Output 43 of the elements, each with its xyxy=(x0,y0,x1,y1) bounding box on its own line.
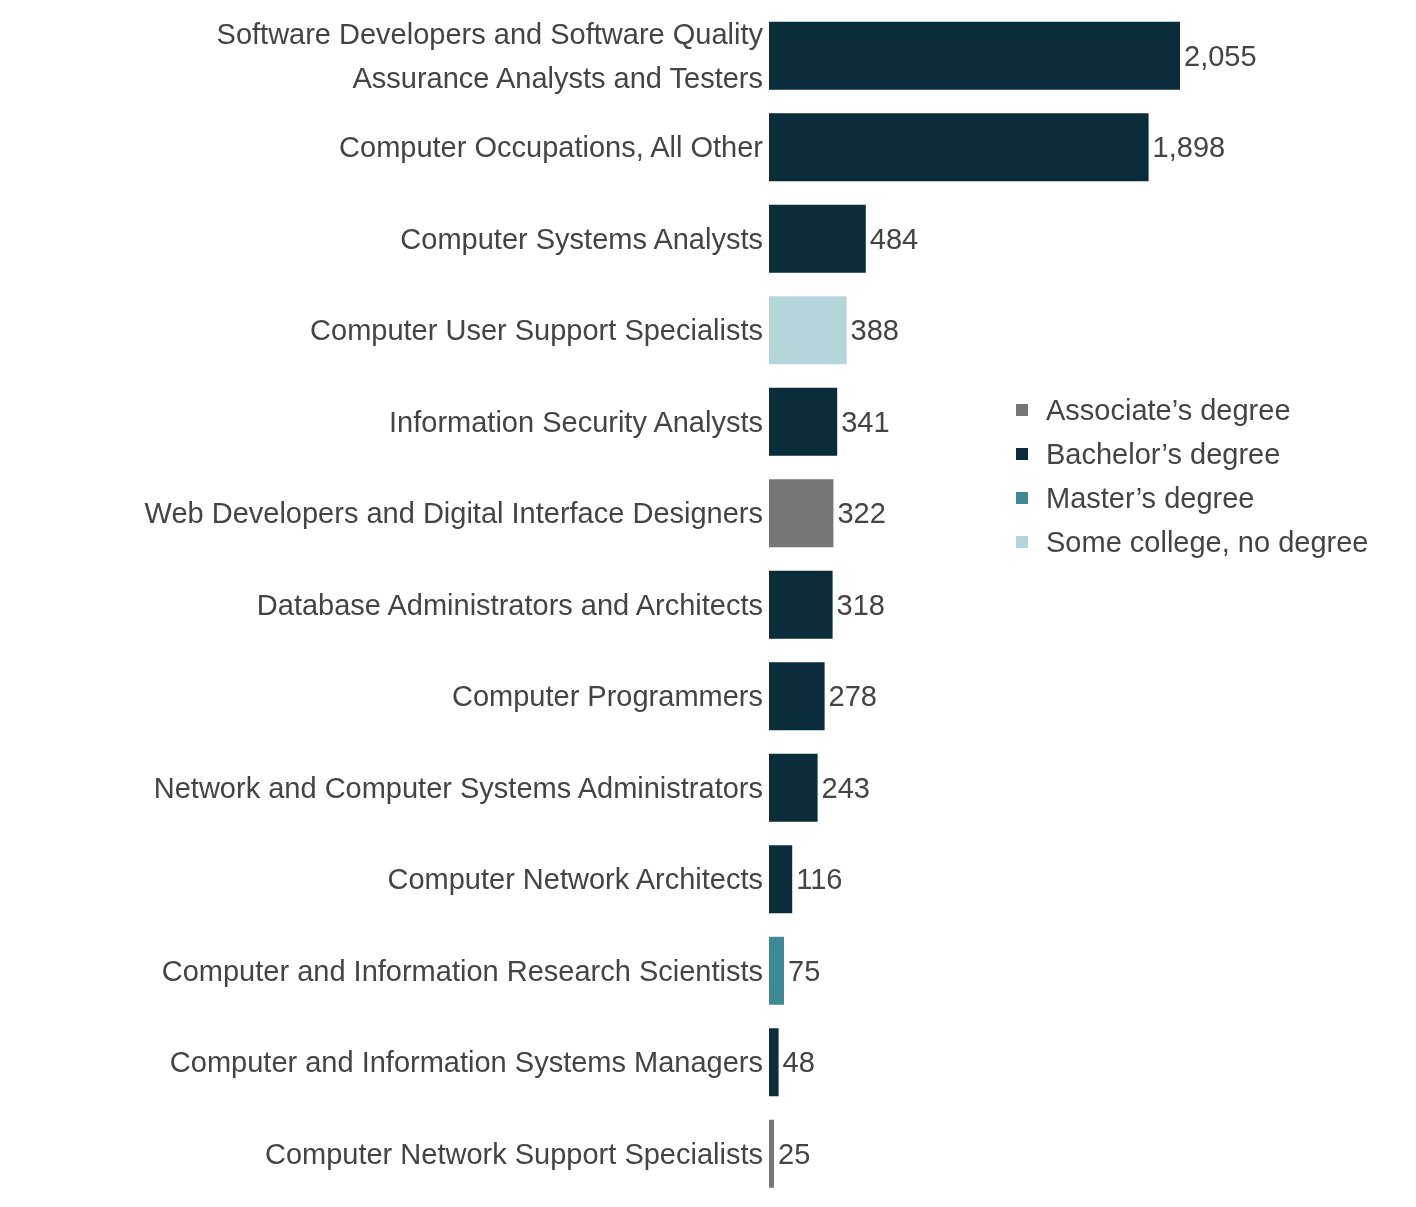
bar xyxy=(769,1119,774,1188)
bar xyxy=(769,113,1149,182)
bar xyxy=(769,753,818,822)
y-tick-label: Computer and Information Research Scientists xyxy=(161,954,763,987)
y-tick-label: Information Security Analysts xyxy=(389,405,763,438)
bar xyxy=(769,479,834,548)
bar xyxy=(769,1028,779,1097)
y-tick-label: Computer and Information Systems Managers xyxy=(169,1046,763,1079)
bar xyxy=(769,296,847,365)
data-label: 48 xyxy=(782,1046,815,1079)
legend-label: Master’s degree xyxy=(1046,482,1255,514)
y-tick-label: Computer Occupations, All Other xyxy=(339,131,764,164)
data-label: 388 xyxy=(850,314,899,347)
y-tick-label: Computer Network Support Specialists xyxy=(264,1137,763,1170)
data-label: 322 xyxy=(837,497,886,530)
y-tick-label: Web Developers and Digital Interface Designers xyxy=(144,497,763,530)
data-label: 1,898 xyxy=(1152,131,1226,164)
y-tick-label: Computer Systems Analysts xyxy=(400,222,763,255)
y-tick-label: Computer Network Architects xyxy=(387,863,763,896)
bar xyxy=(769,387,838,456)
y-tick-label: Network and Computer Systems Administrators xyxy=(153,771,763,804)
legend-label: Bachelor’s degree xyxy=(1046,438,1281,470)
data-label: 318 xyxy=(836,588,885,621)
data-label: 278 xyxy=(828,680,877,713)
bar xyxy=(769,845,793,914)
y-tick-label: Software Developers and Software Quality Assurance Analysts and Testers xyxy=(216,17,764,94)
data-label: 243 xyxy=(821,771,870,804)
data-label: 484 xyxy=(869,222,919,255)
bar xyxy=(769,936,784,1005)
bar xyxy=(769,204,866,273)
y-tick-label: Computer User Support Specialists xyxy=(310,314,763,347)
y-tick-label: Database Administrators and Architects xyxy=(256,588,763,621)
y-tick-label: Computer Programmers xyxy=(451,680,763,713)
legend-label: Associate’s degree xyxy=(1046,394,1291,426)
bar xyxy=(769,662,825,731)
data-label: 25 xyxy=(778,1137,811,1170)
data-label: 2,055 xyxy=(1184,39,1257,72)
data-label: 341 xyxy=(841,405,890,438)
data-label: 116 xyxy=(796,863,843,896)
legend-label: Some college, no degree xyxy=(1046,526,1369,558)
bar xyxy=(769,21,1180,90)
data-label: 75 xyxy=(788,954,821,987)
bar xyxy=(769,570,833,639)
